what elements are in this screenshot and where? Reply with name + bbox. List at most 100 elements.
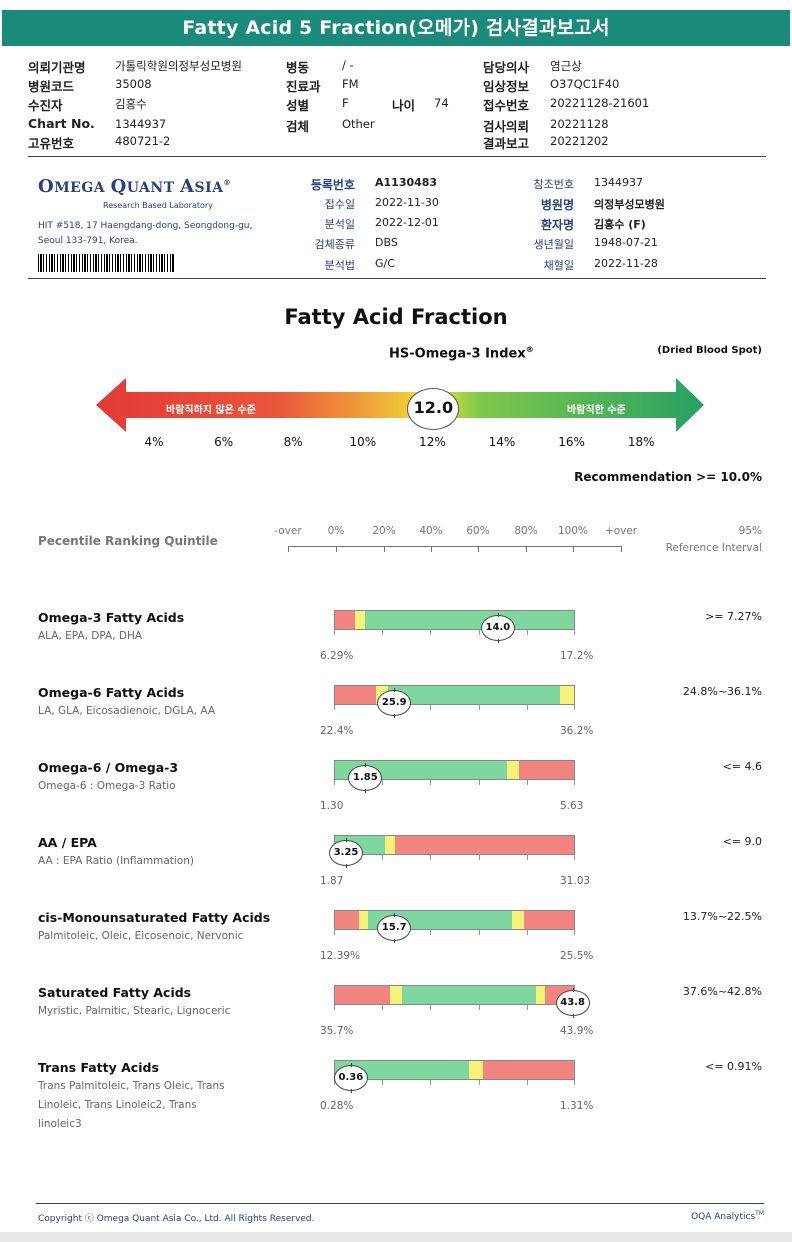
brand: OQA AnalyticsTM <box>691 1210 764 1222</box>
marker-arrow-up <box>350 1063 352 1067</box>
bar-tick <box>478 930 480 935</box>
marker-arrow-down <box>394 939 396 943</box>
bar-tick <box>574 780 575 785</box>
header-value: 1344937 <box>115 117 167 131</box>
scale-tick-label: 14% <box>488 435 516 449</box>
header-value: 20221128-21601 <box>550 96 650 110</box>
range-min: 0.28% <box>320 1100 354 1112</box>
value-text: 43.8 <box>560 997 585 1008</box>
range-max: 25.5% <box>560 950 594 962</box>
header-label: 수진자 <box>28 98 63 113</box>
percentile-label: 0% <box>327 525 345 537</box>
percentile-tick <box>573 546 574 552</box>
header-label: 검사의뢰 <box>483 119 530 134</box>
marker-arrow-up <box>572 988 574 992</box>
value-text: 0.36 <box>338 1072 364 1083</box>
range-min: 35.7% <box>320 1025 354 1037</box>
bar-segment-red <box>335 611 356 629</box>
value-marker: 15.7 <box>377 913 412 943</box>
bar-segment-green <box>387 686 560 704</box>
percentile-tick <box>384 546 385 552</box>
range-max: 31.03 <box>560 875 591 887</box>
marker-arrow-down <box>394 714 396 718</box>
header-label: 의뢰기관명 <box>28 60 86 75</box>
range-max: 43.9% <box>560 1025 594 1037</box>
header-value: FM <box>342 77 359 91</box>
fatty-acid-components: AA : EPA Ratio (Inflammation) <box>38 855 194 867</box>
header-label: 접수번호 <box>483 98 530 113</box>
header-value: 35008 <box>115 77 152 91</box>
percentile-title: Pecentile Ranking Quintile <box>38 534 218 548</box>
index-label: HS-Omega-3 Index® <box>389 345 534 362</box>
range-max: 36.2% <box>560 725 594 737</box>
recommendation: Recommendation >= 10.0% <box>574 470 762 484</box>
registration-label: 접수일 <box>324 198 355 211</box>
range-min: 22.4% <box>320 725 354 737</box>
reference-interval-header-line1: 95% <box>738 525 762 537</box>
percentile-axis-line <box>288 546 622 547</box>
header-label: Chart No. <box>28 116 95 131</box>
scale-tick-label: 10% <box>349 435 377 449</box>
fatty-acid-name: Omega-6 / Omega-3 <box>38 760 179 775</box>
registration-value: 김홍수 (F) <box>594 218 646 231</box>
percentile-label: 100% <box>557 525 589 537</box>
registration-label: 채혈일 <box>543 259 574 272</box>
bar-tick <box>574 855 575 860</box>
fatty-acid-name: Saturated Fatty Acids <box>38 985 192 1000</box>
registration-value: 1344937 <box>594 176 643 189</box>
bar-tick <box>526 930 528 935</box>
bar-tick <box>334 705 335 710</box>
registration-value: 1948-07-21 <box>594 236 658 249</box>
range-max: 1.31% <box>560 1100 594 1112</box>
registration-label: 참조번호 <box>533 178 574 191</box>
registration-value: A1130483 <box>375 176 438 189</box>
bar-segment-green <box>364 611 574 629</box>
bar-tick <box>526 1080 528 1085</box>
reference-interval: 24.8%~36.1% <box>682 685 762 698</box>
bar-segment-yellow <box>358 911 369 929</box>
bar-tick <box>574 930 575 935</box>
fatty-acid-components: Omega-6 : Omega-3 Ratio <box>38 780 176 792</box>
lab-logo: OMEGA QUANT ASIA® <box>38 176 231 197</box>
bar-tick <box>526 630 528 635</box>
scale-tick-label: 6% <box>214 435 234 449</box>
fatty-acid-name: AA / EPA <box>38 835 97 850</box>
header-label: 병원코드 <box>28 79 75 94</box>
fatty-acid-components: Myristic, Palmitic, Stearic, Lignoceric <box>38 1005 231 1017</box>
fatty-acid-bar <box>334 985 575 1005</box>
registration-label: 등록번호 <box>310 178 355 192</box>
bar-tick <box>334 930 335 935</box>
percentile-label: 20% <box>372 525 396 537</box>
specimen-note: (Dried Blood Spot) <box>657 345 762 356</box>
bad-level-label: 바람직하지 않은 수준 <box>166 405 256 416</box>
header-label: 진료과 <box>286 79 321 94</box>
marker-arrow-up <box>394 913 396 917</box>
header-label: 병동 <box>286 60 310 75</box>
fatty-acid-name: Trans Fatty Acids <box>38 1060 159 1075</box>
bar-tick <box>526 855 528 860</box>
scale-tick-label: 16% <box>558 435 585 449</box>
range-max: 17.2% <box>560 650 594 662</box>
reference-interval: 13.7%~22.5% <box>682 910 762 923</box>
percentile-tick <box>478 546 479 552</box>
bar-segment-red <box>483 1061 574 1079</box>
bar-tick <box>478 630 480 635</box>
bar-segment-red <box>335 686 376 704</box>
percentile-tick <box>288 546 289 552</box>
header-label: 담당의사 <box>483 60 530 75</box>
scale-tick-label: 4% <box>144 435 164 449</box>
bar-segment-yellow <box>385 836 395 854</box>
bar-tick <box>382 1005 384 1010</box>
registration-value: 2022-12-01 <box>375 216 439 229</box>
bar-segment-yellow <box>468 1061 484 1079</box>
bar-segment-red <box>519 761 574 779</box>
marker-arrow-up <box>365 763 367 767</box>
header-value: 염근상 <box>550 59 582 73</box>
bar-segment-green <box>335 1061 469 1079</box>
reference-interval: <= 4.6 <box>722 760 762 773</box>
scale-tick-label: 8% <box>283 435 303 449</box>
bar-tick <box>526 705 528 710</box>
bar-tick <box>430 630 432 635</box>
registration-value: 의정부성모병원 <box>594 198 665 211</box>
marker-arrow-down <box>346 864 348 868</box>
